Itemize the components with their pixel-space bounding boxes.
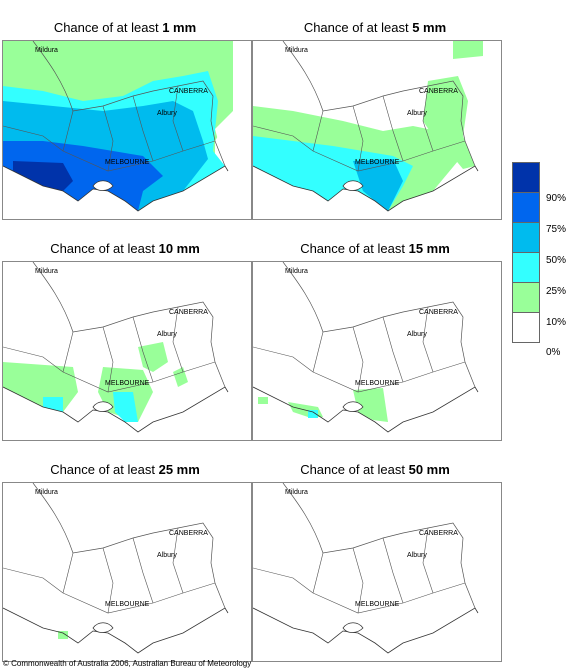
legend-swatch-10: [512, 282, 540, 313]
legend-label-25: 25%: [546, 286, 567, 297]
legend-swatch-25: [512, 252, 540, 283]
legend-label-0: 0%: [546, 347, 561, 358]
map-10mm: Mildura CANBERRA Albury MELBOURNE: [2, 261, 252, 441]
label-canberra: CANBERRA: [419, 530, 458, 537]
legend-swatch-0: [512, 312, 540, 343]
panel-title-25mm: Chance of at least 25 mm: [50, 462, 200, 477]
label-mildura: Mildura: [35, 47, 58, 54]
label-albury: Albury: [157, 331, 177, 338]
legend-label-10: 10%: [546, 317, 567, 328]
map-5mm-graphic: [253, 41, 483, 212]
panel-title-10mm: Chance of at least 10 mm: [50, 241, 200, 256]
legend-label-75: 75%: [546, 224, 567, 235]
map-50mm: Mildura CANBERRA Albury MELBOURNE: [252, 482, 502, 662]
panel-title-50mm: Chance of at least 50 mm: [300, 462, 450, 477]
legend-label-90: 90%: [546, 193, 567, 204]
label-canberra: CANBERRA: [169, 309, 208, 316]
map-25mm-graphic: [3, 483, 229, 654]
map-1mm-graphic: [3, 41, 251, 219]
label-mildura: Mildura: [285, 47, 308, 54]
panel-title-1mm: Chance of at least 1 mm: [53, 20, 197, 35]
map-5mm: Mildura CANBERRA Albury MELBOURNE: [252, 40, 502, 220]
label-mildura: Mildura: [35, 268, 58, 275]
legend: [512, 162, 540, 343]
legend-label-50: 50%: [546, 255, 567, 266]
label-melbourne: MELBOURNE: [105, 380, 150, 387]
label-melbourne: MELBOURNE: [355, 601, 400, 608]
label-mildura: Mildura: [35, 489, 58, 496]
label-canberra: CANBERRA: [419, 88, 458, 95]
label-mildura: Mildura: [285, 489, 308, 496]
label-melbourne: MELBOURNE: [355, 380, 400, 387]
panel-title-5mm: Chance of at least 5 mm: [303, 20, 447, 35]
legend-swatch-75: [512, 192, 540, 223]
label-albury: Albury: [407, 110, 427, 117]
label-albury: Albury: [407, 552, 427, 559]
label-canberra: CANBERRA: [169, 88, 208, 95]
legend-swatch-90: [512, 162, 540, 193]
map-50mm-graphic: [253, 483, 479, 654]
panel-title-15mm: Chance of at least 15 mm: [300, 241, 450, 256]
label-albury: Albury: [157, 110, 177, 117]
copyright-text: © Commonwealth of Australia 2006, Austra…: [3, 659, 252, 668]
label-albury: Albury: [407, 331, 427, 338]
label-mildura: Mildura: [285, 268, 308, 275]
map-15mm: Mildura CANBERRA Albury MELBOURNE: [252, 261, 502, 441]
label-melbourne: MELBOURNE: [105, 601, 150, 608]
map-1mm: Mildura CANBERRA Albury MELBOURNE: [2, 40, 252, 220]
map-15mm-graphic: [253, 262, 479, 433]
label-melbourne: MELBOURNE: [355, 159, 400, 166]
map-10mm-graphic: [3, 262, 229, 433]
label-canberra: CANBERRA: [169, 530, 208, 537]
label-melbourne: MELBOURNE: [105, 159, 150, 166]
legend-swatch-50: [512, 222, 540, 253]
label-canberra: CANBERRA: [419, 309, 458, 316]
map-25mm: Mildura CANBERRA Albury MELBOURNE: [2, 482, 252, 662]
label-albury: Albury: [157, 552, 177, 559]
